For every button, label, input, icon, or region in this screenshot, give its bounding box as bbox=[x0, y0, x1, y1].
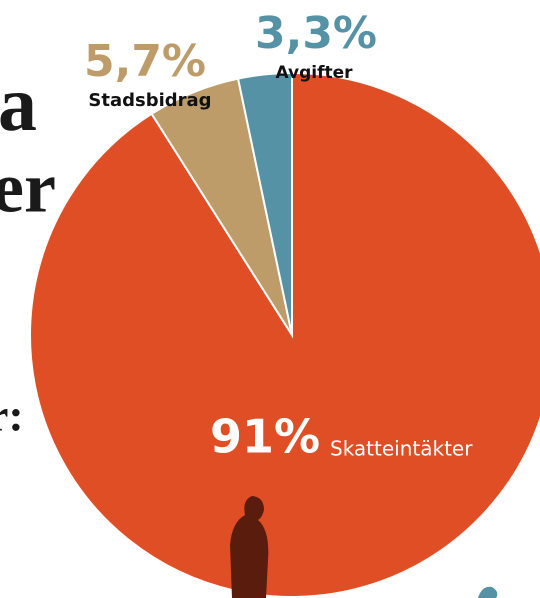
background-text: r: bbox=[0, 390, 24, 441]
background-text: a bbox=[0, 60, 37, 147]
category-label: Stadsbidrag bbox=[88, 90, 211, 111]
category-label: Skatteintäkter bbox=[330, 437, 473, 461]
value-label: 5,7% bbox=[84, 36, 206, 87]
pie bbox=[30, 73, 540, 597]
background-text: er bbox=[0, 148, 56, 228]
decoration bbox=[478, 587, 497, 598]
value-label: 3,3% bbox=[255, 8, 377, 59]
category-label: Avgifter bbox=[275, 63, 353, 83]
value-label: 91% bbox=[210, 410, 320, 464]
chart: a er r: 91% Skatteintäkter 5,7% Stadsbidrag… bbox=[0, 0, 540, 598]
